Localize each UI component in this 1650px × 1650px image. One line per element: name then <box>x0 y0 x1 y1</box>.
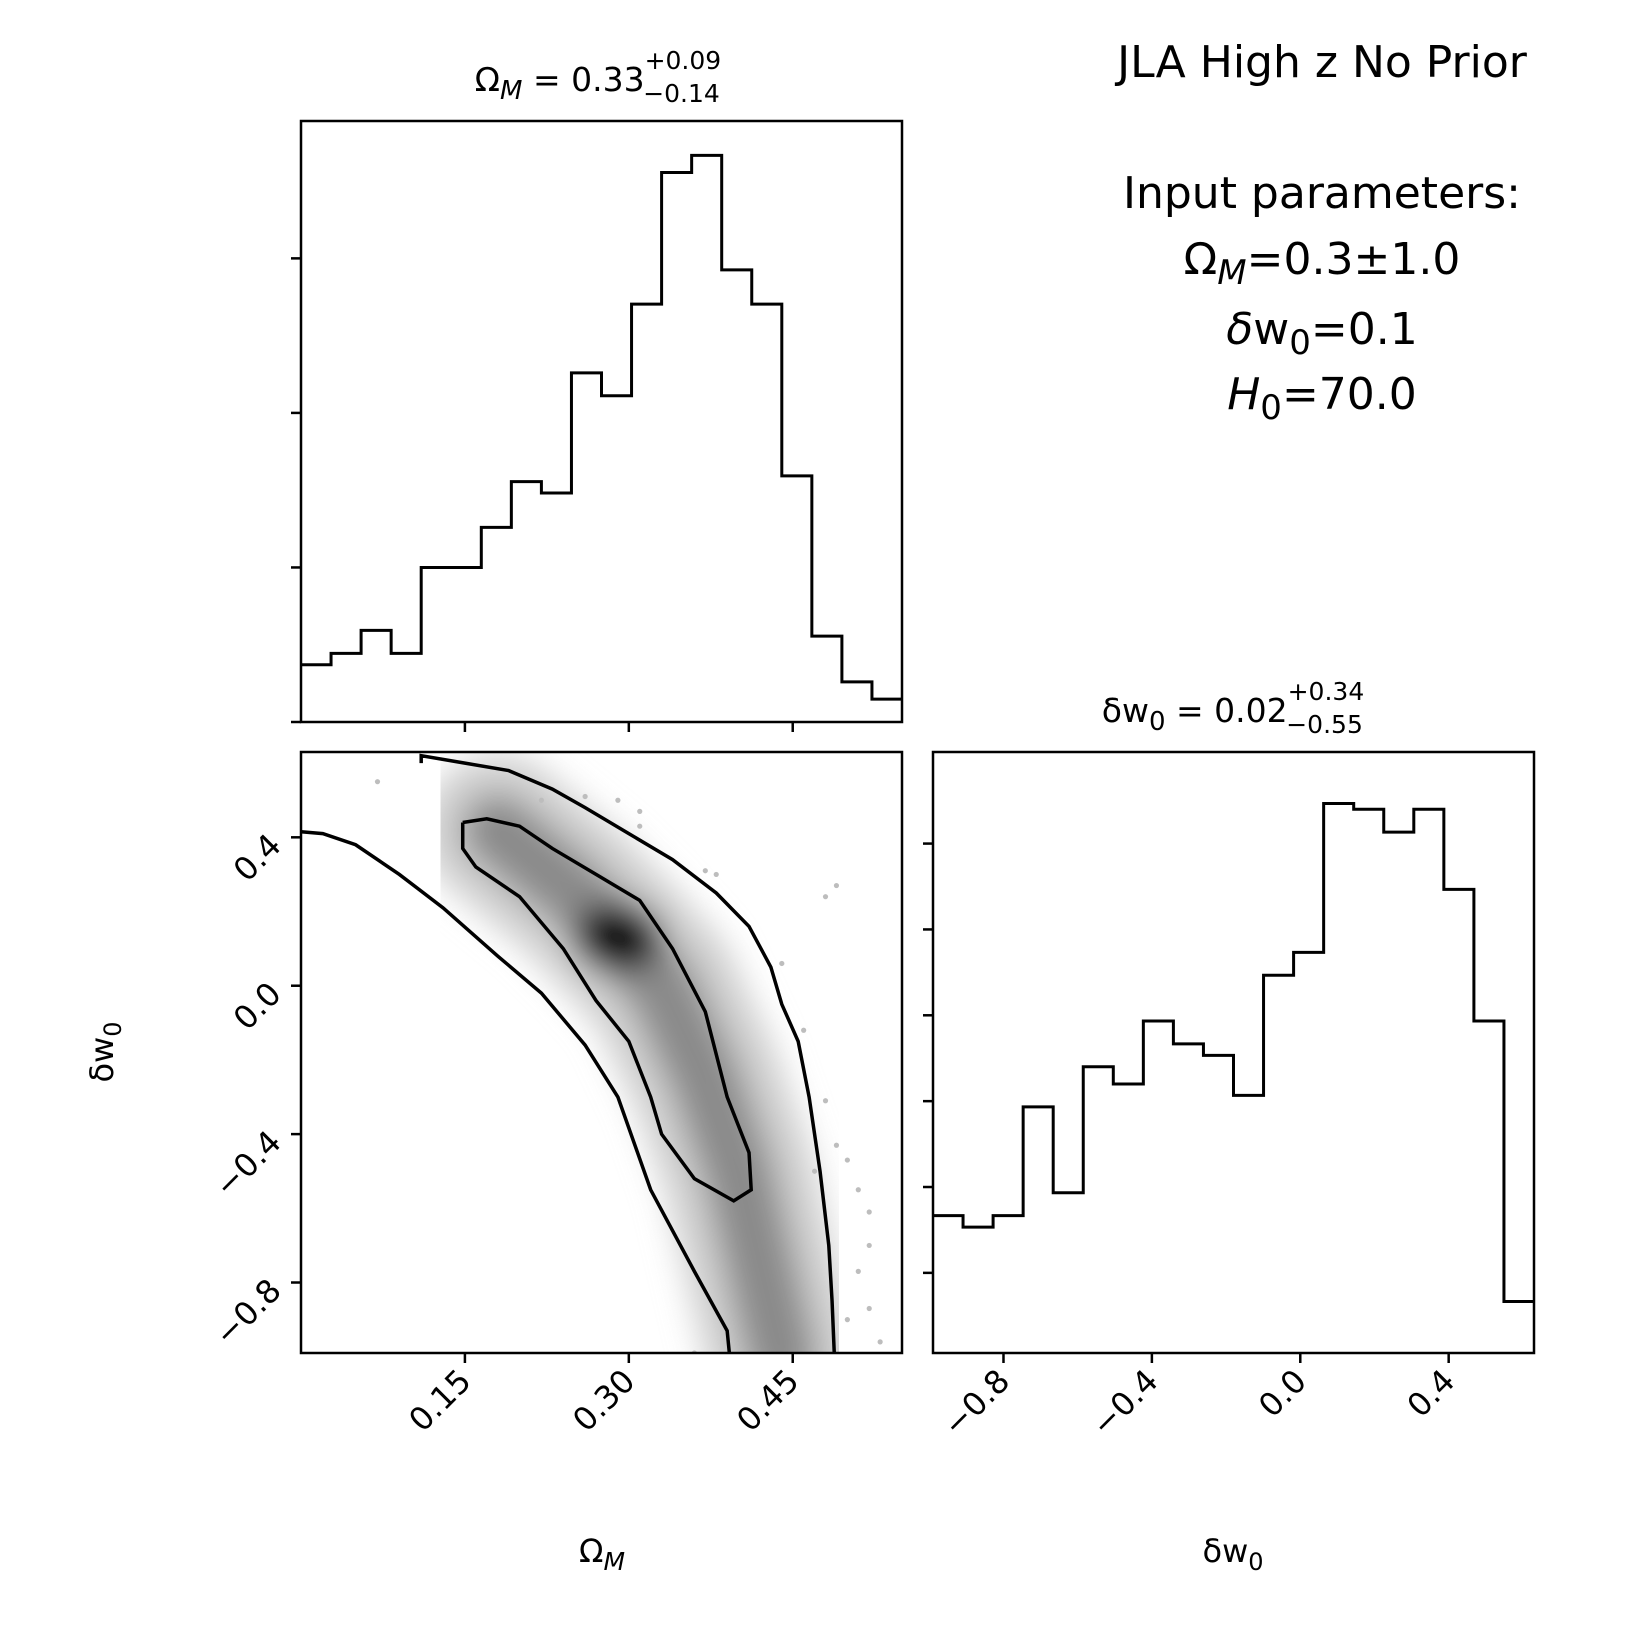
outlier-point <box>801 1027 807 1033</box>
joint-density-ytick-label: −0.4 <box>207 1123 289 1205</box>
histogram-omega-m-panel: ΩM = 0.33+0.09 −0.14 <box>291 46 904 732</box>
outlier-point <box>637 808 643 814</box>
outlier-point <box>833 1142 840 1148</box>
outlier-point <box>866 1242 872 1249</box>
x-axis-label-omega-m: ΩM <box>579 1532 625 1576</box>
contour-inner <box>460 816 754 1203</box>
joint-density-xtick-label: 0.15 <box>401 1362 478 1439</box>
figure-title: JLA High z No Prior <box>1114 37 1528 88</box>
histogram-omega-m-title: ΩM = 0.33+0.09 −0.14 <box>475 46 721 108</box>
contour-outer-lower <box>301 830 732 1353</box>
outlier-point <box>822 894 829 900</box>
histogram-delta-w0-step <box>933 802 1534 1303</box>
outlier-point <box>615 797 621 803</box>
histogram-delta-w0-xtick-label: 0.4 <box>1399 1362 1462 1425</box>
outlier-points <box>374 779 883 1353</box>
input-parameters-heading: Input parameters: <box>1123 168 1521 219</box>
outlier-point <box>877 1339 883 1345</box>
joint-density-xtick-label: 0.30 <box>565 1362 642 1439</box>
density-peak <box>572 902 663 973</box>
outlier-point <box>582 793 588 800</box>
outlier-point <box>855 1268 861 1274</box>
joint-density-ytick-label: −0.8 <box>207 1271 289 1353</box>
outlier-point <box>844 1317 850 1323</box>
input-h0-value: H0=70.0 <box>1227 369 1417 428</box>
joint-density-xtick-label: 0.45 <box>729 1362 806 1439</box>
outlier-point <box>538 797 545 803</box>
outlier-point <box>855 1187 861 1193</box>
outlier-point <box>833 882 840 889</box>
histogram-omega-m-ticks <box>291 257 794 732</box>
histogram-delta-w0-xtick-label: 0.0 <box>1251 1362 1314 1425</box>
outlier-point <box>374 779 381 785</box>
outlier-point <box>866 1305 872 1312</box>
outlier-point <box>779 960 785 967</box>
joint-density-ytick-label: 0.4 <box>226 826 289 889</box>
input-omega-m-value: ΩM=0.3±1.0 <box>1184 234 1461 293</box>
histogram-delta-w0-frame <box>931 750 1536 1355</box>
outlier-point <box>811 1168 818 1174</box>
outlier-point <box>866 1209 872 1215</box>
histogram-delta-w0-title: δw0 = 0.02+0.34 −0.55 <box>1102 677 1364 739</box>
outlier-point <box>713 871 719 878</box>
histogram-omega-m-frame <box>299 119 904 724</box>
joint-density-ytick-label: 0.0 <box>226 975 289 1038</box>
histogram-delta-w0-xtick-label: −0.4 <box>1084 1362 1166 1444</box>
joint-density-panel: 0.15 0.30 0.45 −0.8 −0.4 0.0 0.4 ΩM δw0 <box>83 750 904 1576</box>
histogram-omega-m-step <box>301 153 902 701</box>
input-delta-w0-value: δw0=0.1 <box>1226 304 1417 363</box>
contour-outer-upper <box>419 753 836 1353</box>
density-ridge <box>462 794 817 1353</box>
x-axis-label-delta-w0: δw0 <box>1202 1532 1263 1576</box>
density-shading <box>422 754 857 1353</box>
input-parameters-block: JLA High z No Prior Input parameters: ΩM… <box>1114 37 1528 428</box>
outlier-point <box>844 1157 850 1163</box>
outlier-point <box>702 868 708 874</box>
histogram-delta-w0-panel: δw0 = 0.02+0.34 −0.55 −0.8 −0.4 0.0 0.4 δw0 <box>923 677 1536 1576</box>
histogram-delta-w0-xtick-label: −0.8 <box>935 1362 1017 1444</box>
joint-density-frame <box>299 750 904 1355</box>
y-axis-label-delta-w0: δw0 <box>83 1021 127 1082</box>
outlier-point <box>822 1098 829 1104</box>
outlier-point <box>637 823 643 829</box>
